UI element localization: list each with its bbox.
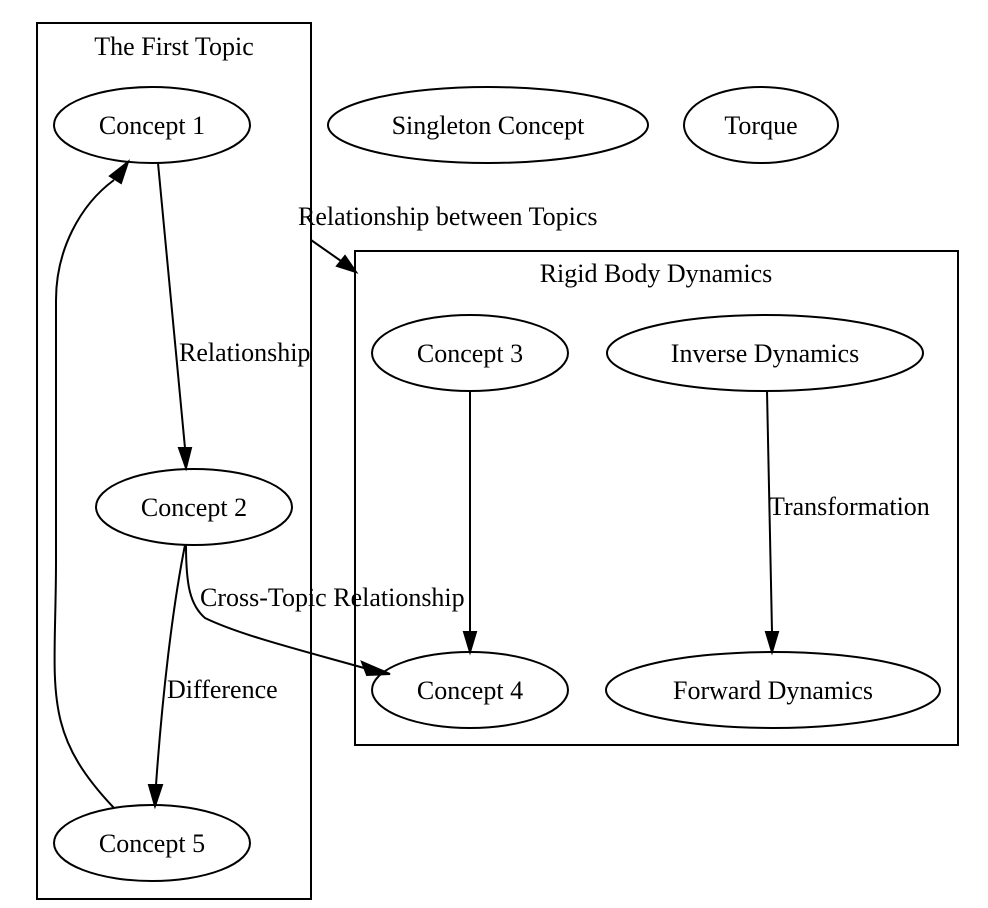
arrowhead-icon (360, 660, 391, 677)
node-concept-2-label: Concept 2 (141, 493, 247, 522)
node-inverse-dynamics-shape (606, 314, 924, 392)
node-concept-2[interactable]: Concept 2 (95, 468, 293, 546)
arrowhead-icon (462, 631, 478, 656)
node-concept-4[interactable]: Concept 4 (371, 651, 569, 729)
edge-concept2-to-concept4-label: Cross-Topic Relationship (200, 583, 465, 612)
cluster-first-topic-label: The First Topic (94, 32, 253, 61)
node-concept-5-label: Concept 5 (99, 829, 205, 858)
edge-topic-to-topic-line (310, 239, 342, 262)
edge-topic-to-topic: Relationship between Topics (298, 202, 598, 274)
arrowhead-icon (764, 631, 780, 656)
edge-concept1-to-concept2-line (157, 162, 186, 449)
edge-concept2-to-concept4-line (185, 544, 365, 669)
arrowhead-icon (147, 784, 164, 810)
node-forward-dynamics-label: Forward Dynamics (673, 676, 873, 705)
cluster-rigid-body-dynamics-border (354, 250, 959, 746)
edge-concept2-to-concept5-line (155, 544, 186, 786)
edge-inverse-to-forward: Transformation (764, 390, 930, 656)
node-concept-1-shape (53, 86, 251, 164)
edge-concept5-to-concept1-line (53, 179, 115, 809)
node-torque-shape (683, 86, 839, 164)
edge-concept5-to-concept1 (53, 159, 130, 809)
node-singleton-concept[interactable]: Singleton Concept (327, 86, 649, 164)
edge-concept2-to-concept5: Difference (147, 544, 278, 810)
edge-concept1-to-concept2-label: Relationship (179, 338, 310, 367)
node-torque-label: Torque (724, 111, 797, 140)
cluster-first-topic-border (36, 22, 312, 900)
node-concept-2-shape (95, 468, 293, 546)
node-concept-3[interactable]: Concept 3 (371, 314, 569, 392)
edge-concept2-to-concept5-label: Difference (167, 675, 278, 704)
arrowhead-icon (177, 447, 193, 472)
node-singleton-concept-label: Singleton Concept (392, 111, 586, 140)
cluster-rigid-body-dynamics-label: Rigid Body Dynamics (540, 259, 773, 288)
edge-concept1-to-concept2: Relationship (157, 162, 310, 472)
edge-concept2-to-concept4: Cross-Topic Relationship (185, 544, 465, 677)
edge-topic-to-topic-label: Relationship between Topics (298, 202, 598, 231)
cluster-first-topic: The First Topic (36, 22, 312, 900)
cluster-rigid-body-dynamics: Rigid Body Dynamics (354, 250, 959, 746)
arrowhead-icon (108, 159, 130, 185)
node-concept-1[interactable]: Concept 1 (53, 86, 251, 164)
edge-inverse-to-forward-line (766, 390, 773, 633)
node-concept-5[interactable]: Concept 5 (53, 804, 251, 882)
node-inverse-dynamics[interactable]: Inverse Dynamics (606, 314, 924, 392)
edge-inverse-to-forward-label: Transformation (769, 492, 930, 521)
arrowhead-icon (335, 254, 359, 274)
node-concept-5-shape (53, 804, 251, 882)
edge-concept3-to-concept4 (462, 391, 478, 656)
node-singleton-concept-shape (327, 86, 649, 164)
node-concept-4-label: Concept 4 (417, 676, 523, 705)
node-forward-dynamics[interactable]: Forward Dynamics (605, 651, 941, 729)
node-concept-3-label: Concept 3 (417, 339, 523, 368)
node-concept-1-label: Concept 1 (99, 111, 205, 140)
node-torque[interactable]: Torque (683, 86, 839, 164)
node-inverse-dynamics-label: Inverse Dynamics (671, 339, 859, 368)
